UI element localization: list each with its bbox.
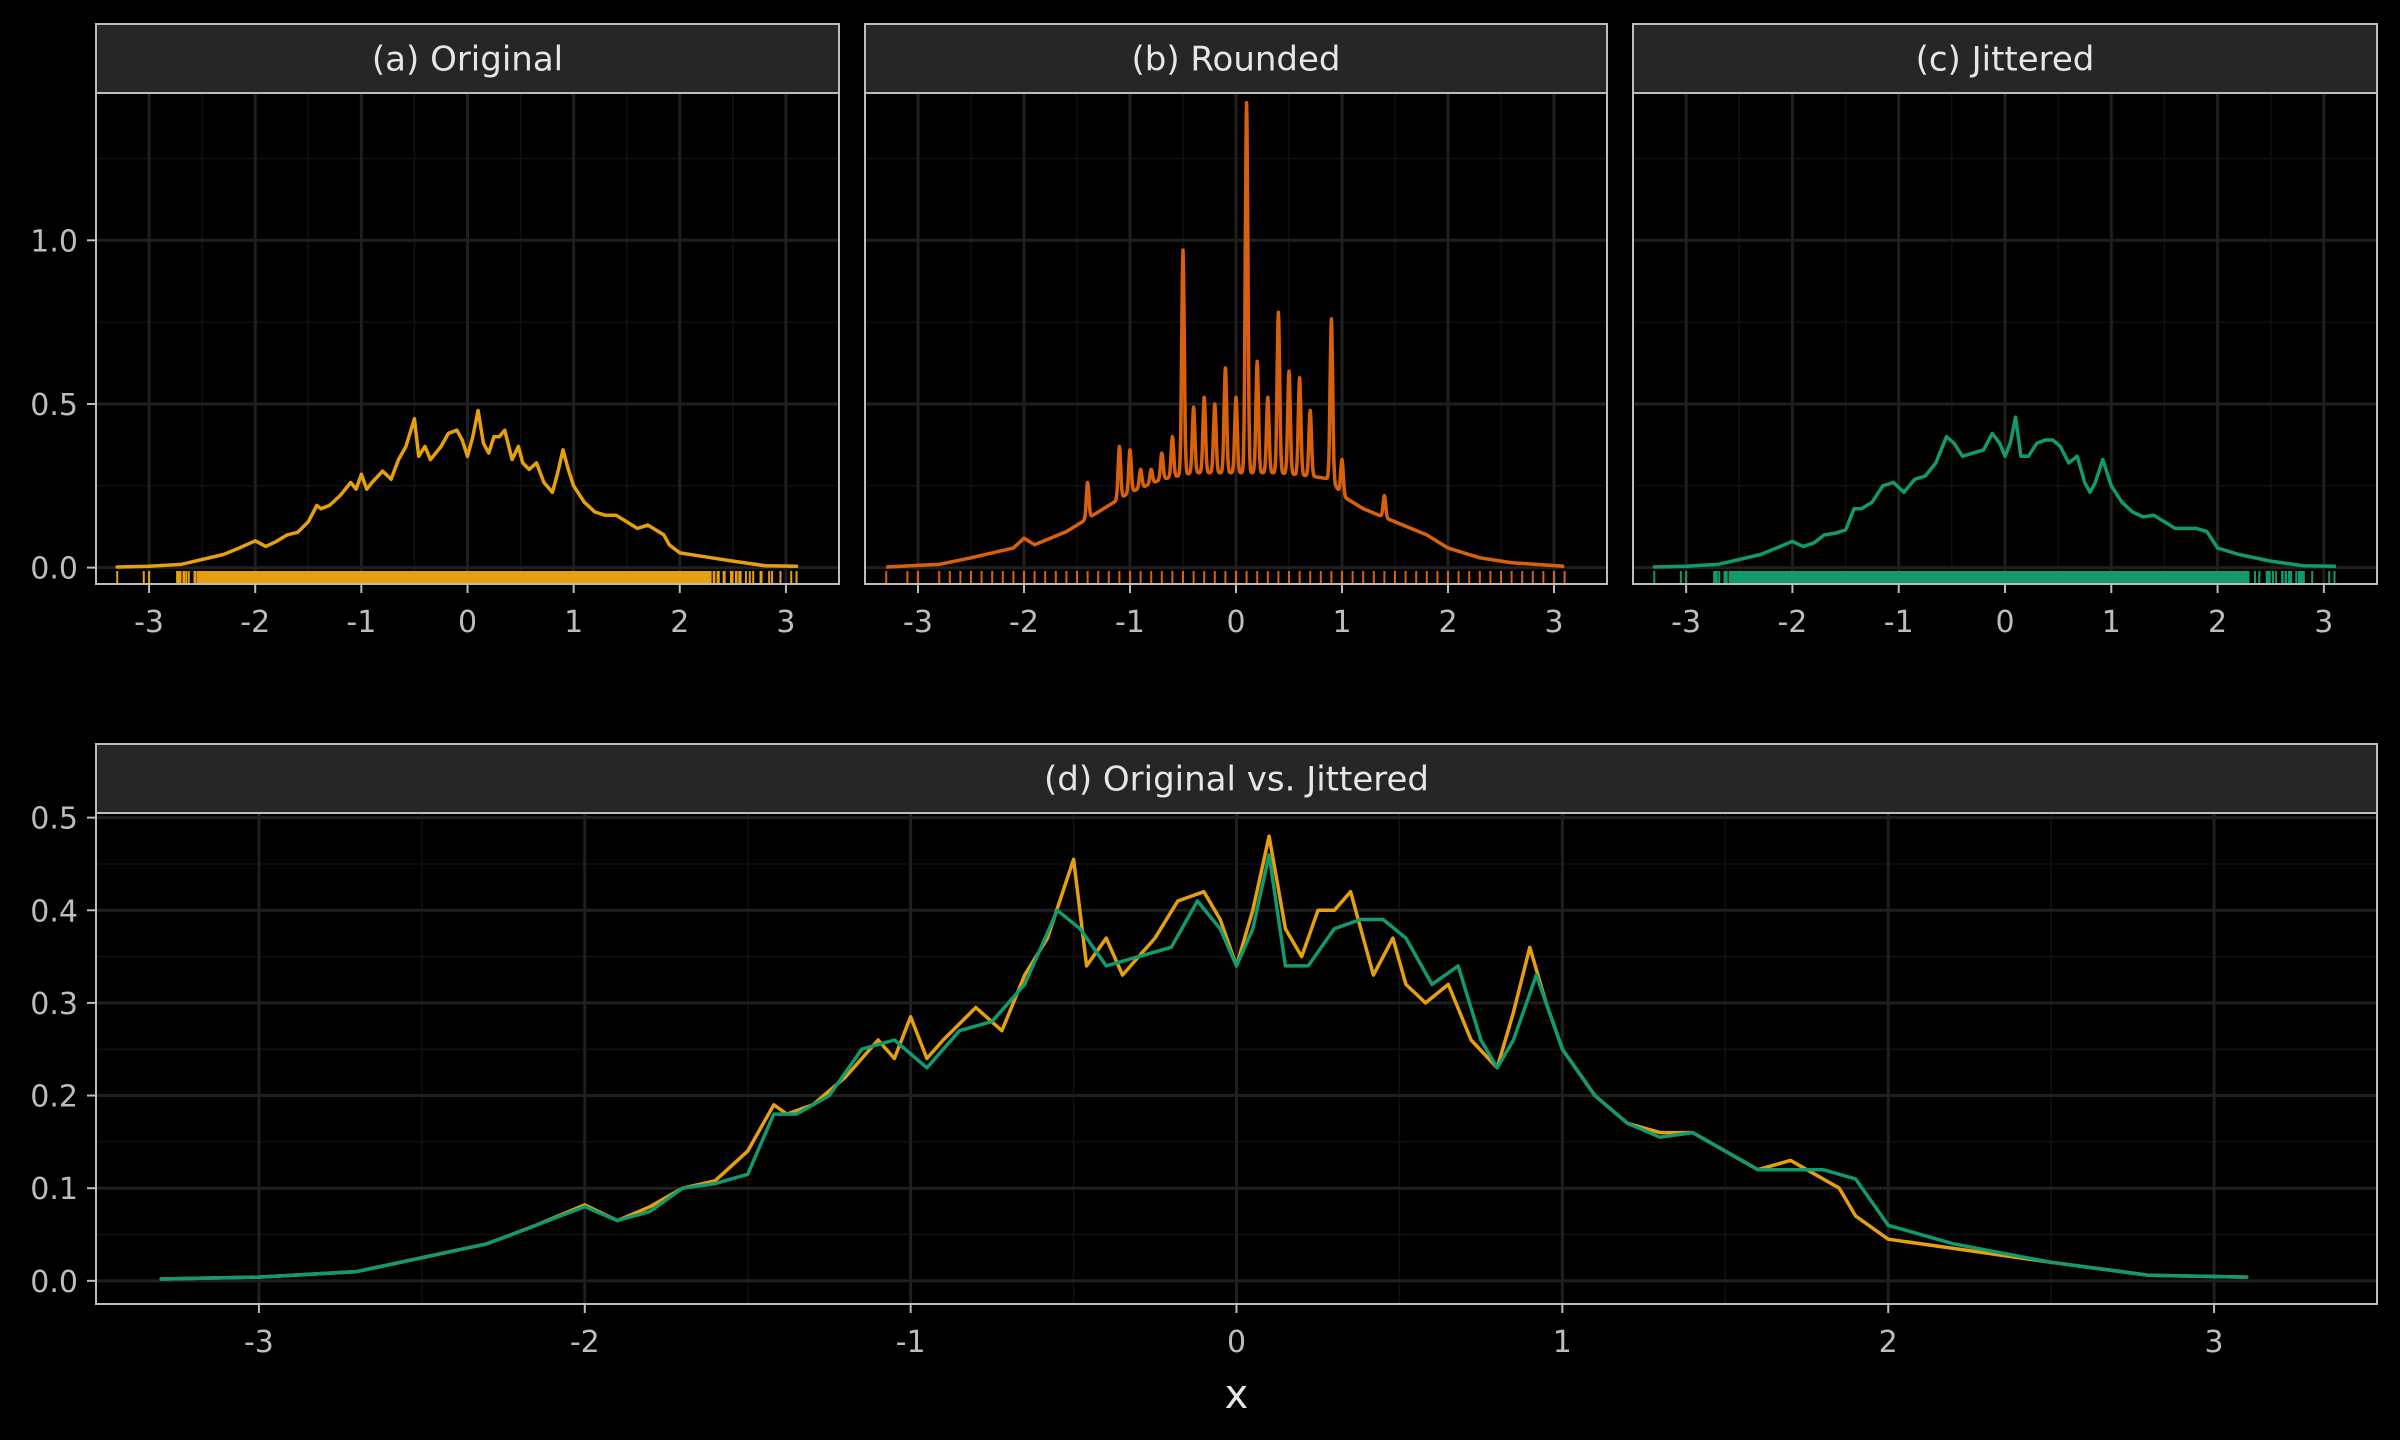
x-tick-label: -2 bbox=[1777, 605, 1807, 640]
x-tick-label: 1 bbox=[2102, 605, 2121, 640]
x-tick-label: 2 bbox=[2208, 605, 2227, 640]
y-tick-label: 0.3 bbox=[30, 987, 78, 1022]
x-tick-label: 0 bbox=[1995, 605, 2014, 640]
x-tick-label: -1 bbox=[1115, 605, 1145, 640]
y-tick-label: 0.2 bbox=[30, 1080, 78, 1115]
y-tick-label: 0.0 bbox=[30, 1265, 78, 1300]
facet-strip bbox=[864, 23, 1608, 94]
facet-title: (b) Rounded bbox=[1132, 40, 1341, 80]
x-tick-label: -3 bbox=[903, 605, 933, 640]
density-line bbox=[115, 408, 799, 569]
x-tick-label: -1 bbox=[1884, 605, 1914, 640]
y-tick-label: 0.5 bbox=[30, 388, 78, 423]
x-tick-label: 2 bbox=[1438, 605, 1457, 640]
x-tick-label: 3 bbox=[2314, 605, 2333, 640]
x-tick-label: -2 bbox=[1009, 605, 1039, 640]
x-tick-label: 2 bbox=[670, 605, 689, 640]
rug-band bbox=[196, 571, 712, 584]
x-tick-label: 3 bbox=[1544, 605, 1563, 640]
x-tick-label: 1 bbox=[1553, 1325, 1572, 1360]
rug-band bbox=[1733, 571, 2250, 584]
x-tick-label: -2 bbox=[570, 1325, 600, 1360]
x-tick-label: 0 bbox=[1226, 605, 1245, 640]
facet-title: (c) Jittered bbox=[1916, 40, 2095, 80]
y-tick-label: 0.4 bbox=[30, 894, 78, 929]
y-tick-label: 0.1 bbox=[30, 1172, 78, 1207]
x-tick-label: -1 bbox=[346, 605, 376, 640]
density-line bbox=[1652, 415, 2337, 569]
x-tick-label: 1 bbox=[564, 605, 583, 640]
density-line bbox=[884, 101, 1566, 569]
facet-strip bbox=[95, 23, 840, 94]
x-tick-label: -3 bbox=[1671, 605, 1701, 640]
x-tick-label: -3 bbox=[244, 1325, 274, 1360]
x-tick-label: 2 bbox=[1879, 1325, 1898, 1360]
facet-strip bbox=[1632, 23, 2378, 94]
x-tick-label: -1 bbox=[896, 1325, 926, 1360]
y-tick-label: 0.5 bbox=[30, 802, 78, 837]
facet-title: (a) Original bbox=[372, 40, 563, 80]
x-tick-label: 0 bbox=[458, 605, 477, 640]
x-tick-label: -2 bbox=[240, 605, 270, 640]
x-tick-label: -3 bbox=[134, 605, 164, 640]
x-tick-label: 3 bbox=[776, 605, 795, 640]
x-tick-label: 3 bbox=[2205, 1325, 2224, 1360]
x-tick-label: 1 bbox=[1332, 605, 1351, 640]
x-axis-title: x bbox=[1225, 1372, 1249, 1418]
density-line bbox=[159, 852, 2249, 1281]
x-tick-label: 0 bbox=[1227, 1325, 1246, 1360]
facet-strip bbox=[95, 743, 2378, 814]
y-tick-label: 0.0 bbox=[30, 552, 78, 587]
y-tick-label: 1.0 bbox=[30, 224, 78, 259]
facet-title: (d) Original vs. Jittered bbox=[1044, 760, 1429, 800]
